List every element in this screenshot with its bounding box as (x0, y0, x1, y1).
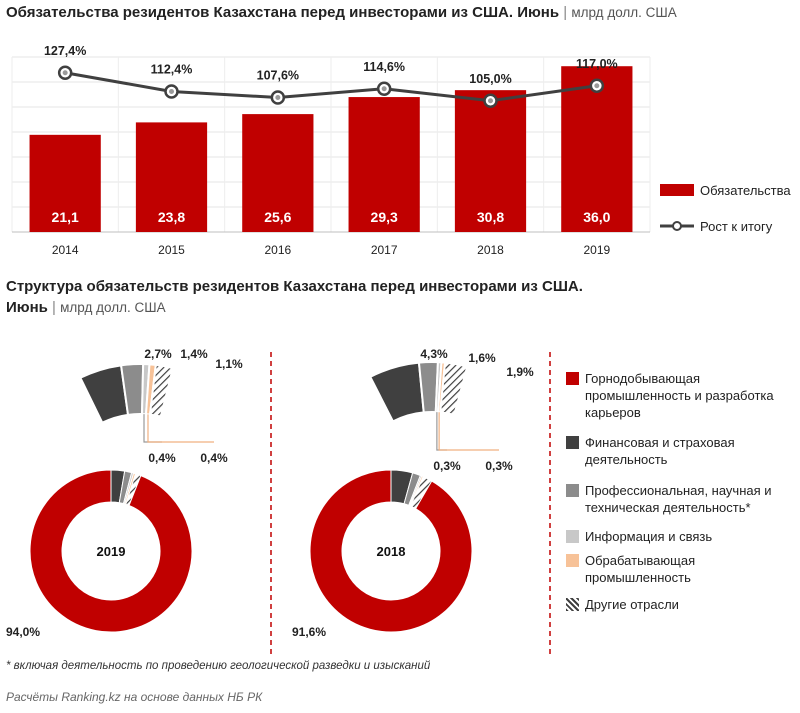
growth-value-label: 117,0% (576, 57, 618, 71)
legend-label: Информация и связь (585, 529, 713, 544)
exploded-slice-other (439, 361, 469, 417)
slice-mining (309, 469, 473, 633)
legend-swatch (566, 530, 579, 543)
x-tick-label: 2016 (264, 243, 291, 257)
growth-point-core (275, 95, 281, 100)
growth-value-label: 114,6% (363, 60, 405, 74)
section-title-line2: Июнь | млрд долл. США (6, 299, 166, 316)
slice-label-mining: 91,6% (292, 625, 326, 639)
bar-2016 (242, 114, 314, 232)
bar-2019 (561, 66, 633, 232)
slice-label-other: 1,1% (215, 357, 243, 371)
growth-point-core (488, 98, 493, 104)
legend-swatch (566, 598, 579, 611)
donut-center-year: 2018 (377, 544, 406, 559)
section-title-line1: Структура обязательств резидентов Казахс… (6, 278, 583, 295)
legend-label: Другие отрасли (585, 597, 679, 612)
x-tick-label: 2015 (158, 243, 185, 257)
growth-value-label: 105,0% (469, 72, 511, 86)
bar-value-label: 36,0 (583, 209, 610, 225)
bar-value-label: 25,6 (264, 209, 291, 225)
legend-label: Финансовая и страховая деятельность (585, 435, 735, 467)
slice-label-professional: 1,4% (180, 347, 208, 361)
legend-line-label: Рост к итогу (700, 219, 773, 234)
slice-label-finance: 2,7% (144, 347, 172, 361)
donut-chart-2018: 2018 91,6% 4,3% 1,6% 1,9% 0,3% 0,3% (292, 347, 534, 639)
growth-point-core (169, 89, 174, 94)
section-title-unit: млрд долл. США (60, 300, 166, 315)
section-title-separator: | (52, 299, 56, 316)
slice-label-finance: 4,3% (420, 347, 448, 361)
chart-title: Обязательства резидентов Казахстана пере… (6, 4, 677, 21)
bar-value-label: 23,8 (158, 209, 185, 225)
x-tick-label: 2014 (52, 243, 79, 257)
legend-swatch (566, 436, 579, 449)
legend-label: Горнодобывающая промышленность и разрабо… (585, 371, 774, 420)
bar-2015 (135, 122, 208, 232)
growth-value-label: 112,4% (151, 63, 193, 77)
slice-label-information: 0,3% (433, 459, 461, 473)
slice-label-information: 0,4% (148, 451, 176, 465)
title-unit: млрд долл. США (571, 5, 677, 20)
bar-chart: 21,1 2014 23,8 2015 25,6 2016 29,3 2017 30,8 2018… (11, 44, 651, 257)
bar-value-label: 21,1 (52, 209, 79, 225)
growth-line (64, 71, 598, 103)
slice-label-professional: 1,6% (468, 351, 496, 365)
leader-line-information (436, 412, 447, 451)
bar-2017 (348, 97, 420, 232)
bar-value-label: 29,3 (371, 209, 398, 225)
legend-swatch (566, 372, 579, 385)
exploded-slice-finance (79, 364, 130, 425)
source-note: Расчёты Ranking.kz на основе данных НБ Р… (6, 690, 263, 704)
growth-point-core (62, 70, 68, 76)
legend-bar-swatch (660, 184, 694, 196)
legend-swatch (566, 484, 579, 497)
legend-label: Профессиональная, научная и техническая … (585, 483, 772, 515)
slice-label-manufacturing: 0,3% (485, 459, 513, 473)
growth-value-label: 127,4% (44, 44, 86, 58)
exploded-slice-finance (368, 361, 425, 423)
x-tick-label: 2018 (477, 243, 504, 257)
leader-line-manufacturing (438, 412, 499, 451)
bar-2018 (454, 90, 527, 232)
section-title: Структура обязательств резидентов Казахс… (6, 276, 583, 318)
x-tick-label: 2017 (371, 243, 398, 257)
growth-point-core (381, 86, 387, 92)
growth-value-label: 107,6% (257, 69, 299, 83)
legend-swatch (566, 554, 579, 567)
footnote: * включая деятельность по проведению гео… (6, 660, 431, 672)
donut-chart-2019: 2019 94,0% 2,7% 1,4% 1,1% 0,4% 0,4% (6, 347, 243, 639)
slice-label-other: 1,9% (506, 365, 534, 379)
exploded-slice-other (148, 363, 175, 418)
leader-line-information (143, 414, 162, 443)
legend-line-marker (672, 221, 682, 231)
donut-center-year: 2019 (97, 544, 126, 559)
leader-line-manufacturing (147, 414, 214, 443)
slice-label-manufacturing: 0,4% (200, 451, 228, 465)
slice-mining (29, 469, 193, 633)
x-tick-label: 2019 (583, 243, 610, 257)
legend-bar-label: Обязательства (700, 183, 791, 198)
growth-point-core (594, 83, 600, 89)
legend-label: Обрабатывающая промышленность (585, 553, 696, 585)
bar-2014 (29, 134, 101, 232)
title-separator: | (563, 4, 568, 21)
bar-value-label: 30,8 (477, 209, 504, 225)
slice-label-mining: 94,0% (6, 625, 40, 639)
bar-chart-legend: Обязательства Рост к итогу (660, 183, 791, 234)
